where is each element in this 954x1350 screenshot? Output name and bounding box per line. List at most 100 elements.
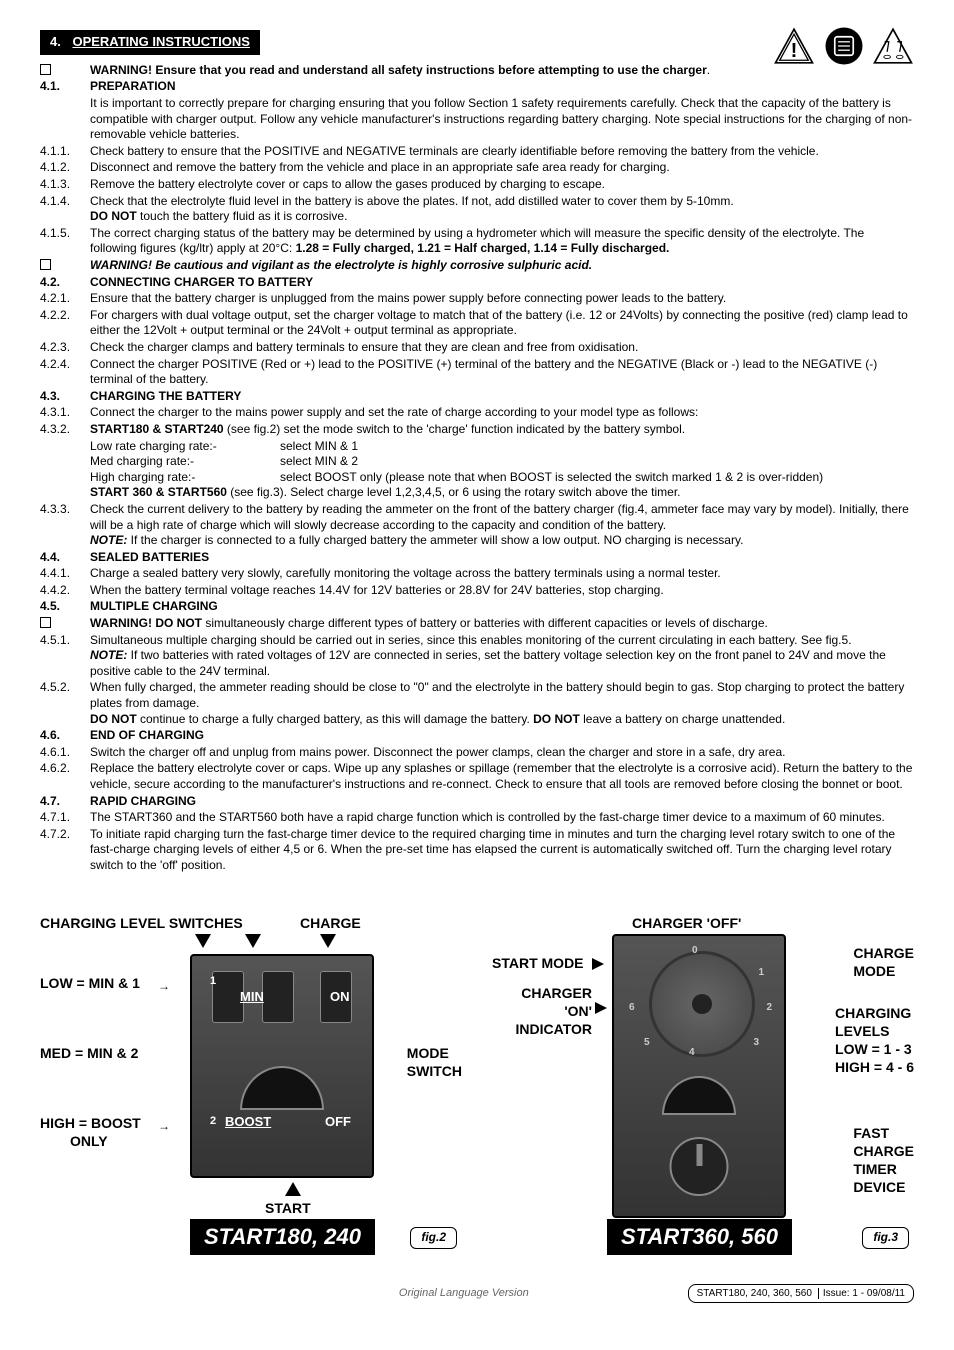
text-462: Replace the battery electrolyte cover or… [90,761,914,792]
warn-41: WARNING! Be cautious and vigilant as the… [90,258,914,274]
num-431: 4.3.1. [40,405,90,421]
num-462: 4.6.2. [40,761,90,792]
warn-45-rest: simultaneously charge different types of… [202,616,768,630]
num-415: 4.1.5. [40,226,90,257]
warning-triangle-icon: ! [773,25,815,67]
title-47: RAPID CHARGING [90,794,914,810]
text-471: The START360 and the START560 both have … [90,810,914,826]
s41-intro: It is important to correctly prepare for… [90,96,914,143]
fig2-start: START [265,1199,311,1217]
text-442: When the battery terminal voltage reache… [90,583,914,599]
title-44: SEALED BATTERIES [90,550,914,566]
warn-45: WARNING! DO NOT simultaneously charge di… [90,616,914,632]
num-461: 4.6.1. [40,745,90,761]
num-42: 4.2. [40,275,90,291]
fig2-on: ON [330,989,350,1006]
text-433a: Check the current delivery to the batter… [90,502,909,532]
num-472: 4.7.2. [40,827,90,874]
footer-models: START180, 240, 360, 560 [697,1288,819,1299]
fig2-low: LOW = MIN & 1 [40,974,140,992]
fig3-charger: 0 1 2 3 4 5 6 [612,934,786,1218]
title-45: MULTIPLE CHARGING [90,599,914,615]
text-432-rest: (see fig.2) set the mode switch to the '… [224,422,686,436]
num-421: 4.2.1. [40,291,90,307]
checkbox-marker [40,258,90,274]
manual-icon [823,25,865,67]
num-412: 4.1.2. [40,160,90,176]
fig2-title: CHARGING LEVEL SWITCHES [40,914,243,932]
warning-top: WARNING! Ensure that you read and unders… [90,63,707,77]
text-415: The correct charging status of the batte… [90,226,914,257]
section-num: 4. [50,34,61,49]
fig2-charge: CHARGE [300,914,361,932]
num-47: 4.7. [40,794,90,810]
fig2-n2: 2 [210,1114,216,1128]
fig2-n1: 1 [210,974,216,988]
fig2-label: fig.2 [410,1227,457,1249]
fig3-timer: FASTCHARGETIMERDEVICE [853,1124,914,1197]
fig2-mode: MODESWITCH [407,1044,462,1080]
text-432b-bold: START 360 & START560 [90,485,227,499]
title-46: END OF CHARGING [90,728,914,744]
fig3-banner: START360, 560 [607,1219,792,1256]
fig3-on: CHARGER'ON'INDICATOR [502,984,592,1039]
text-421: Ensure that the battery charger is unplu… [90,291,914,307]
text-422: For chargers with dual voltage output, s… [90,308,914,339]
text-414: Check that the electrolyte fluid level i… [90,194,914,225]
text-461: Switch the charger off and unplug from m… [90,745,914,761]
fig3-chargemode: CHARGEMODE [853,944,914,980]
title-4-1: PREPARATION [90,79,914,95]
text-415b: 1.28 = Fully charged, 1.21 = Half charge… [296,241,670,255]
fig2-charger [190,954,374,1178]
num-441: 4.4.1. [40,566,90,582]
num-433: 4.3.3. [40,502,90,549]
header-warning-icons: ! [769,25,914,72]
num-45: 4.5. [40,599,90,615]
text-451: Simultaneous multiple charging should be… [90,633,914,680]
num-414: 4.1.4. [40,194,90,225]
num-4-1: 4.1. [40,79,90,95]
num-43: 4.3. [40,389,90,405]
rate3-label: High charging rate:- [90,470,280,486]
text-424: Connect the charger POSITIVE (Red or +) … [90,357,914,388]
text-452b1: DO NOT [90,712,137,726]
text-452: When fully charged, the ammeter reading … [90,680,914,727]
text-433: Check the current delivery to the batter… [90,502,914,549]
corrosive-icon [872,25,914,67]
fig2-med: MED = MIN & 2 [40,1044,138,1062]
footer-center: Original Language Version [240,1286,688,1300]
fig2-off: OFF [325,1114,351,1131]
footer-issue-box: START180, 240, 360, 560 Issue: 1 - 09/08/… [688,1284,914,1303]
num-423: 4.2.3. [40,340,90,356]
text-433-note-bold: NOTE: [90,533,127,547]
fig3-levels: CHARGINGLEVELSLOW = 1 - 3HIGH = 4 - 6 [835,1004,914,1077]
text-432: START180 & START240 (see fig.2) set the … [90,422,914,438]
fig2-high: HIGH = BOOSTONLY [40,1114,141,1150]
text-432-bold: START180 & START240 [90,422,224,436]
text-451-note-bold: NOTE: [90,648,127,662]
warn-45-bold: WARNING! DO NOT [90,616,202,630]
title-43: CHARGING THE BATTERY [90,389,914,405]
text-411: Check battery to ensure that the POSITIV… [90,144,914,160]
num-44: 4.4. [40,550,90,566]
checkbox-marker [40,63,90,79]
num-411: 4.1.1. [40,144,90,160]
num-424: 4.2.4. [40,357,90,388]
fig2-banner: START180, 240 [190,1219,375,1256]
text-412: Disconnect and remove the battery from t… [90,160,914,176]
fig2-boost: BOOST [225,1114,271,1131]
text-414b-bold: DO NOT [90,209,137,223]
text-414a: Check that the electrolyte fluid level i… [90,194,734,208]
num-422: 4.2.2. [40,308,90,339]
checkbox-marker [40,616,90,632]
footer-issue: Issue: 1 - 09/08/11 [823,1288,905,1299]
rate3-val: select BOOST only (please note that when… [280,470,914,486]
fig2-min: MIN [240,989,264,1006]
text-452b2: DO NOT [533,712,580,726]
fig3-startmode: START MODE [492,954,584,972]
page-footer: Original Language Version START180, 240,… [40,1284,914,1303]
figure-2: CHARGING LEVEL SWITCHES CHARGE LOW = MIN… [40,914,462,1254]
fig3-label: fig.3 [862,1227,909,1249]
rate2-label: Med charging rate:- [90,454,280,470]
title-42: CONNECTING CHARGER TO BATTERY [90,275,914,291]
